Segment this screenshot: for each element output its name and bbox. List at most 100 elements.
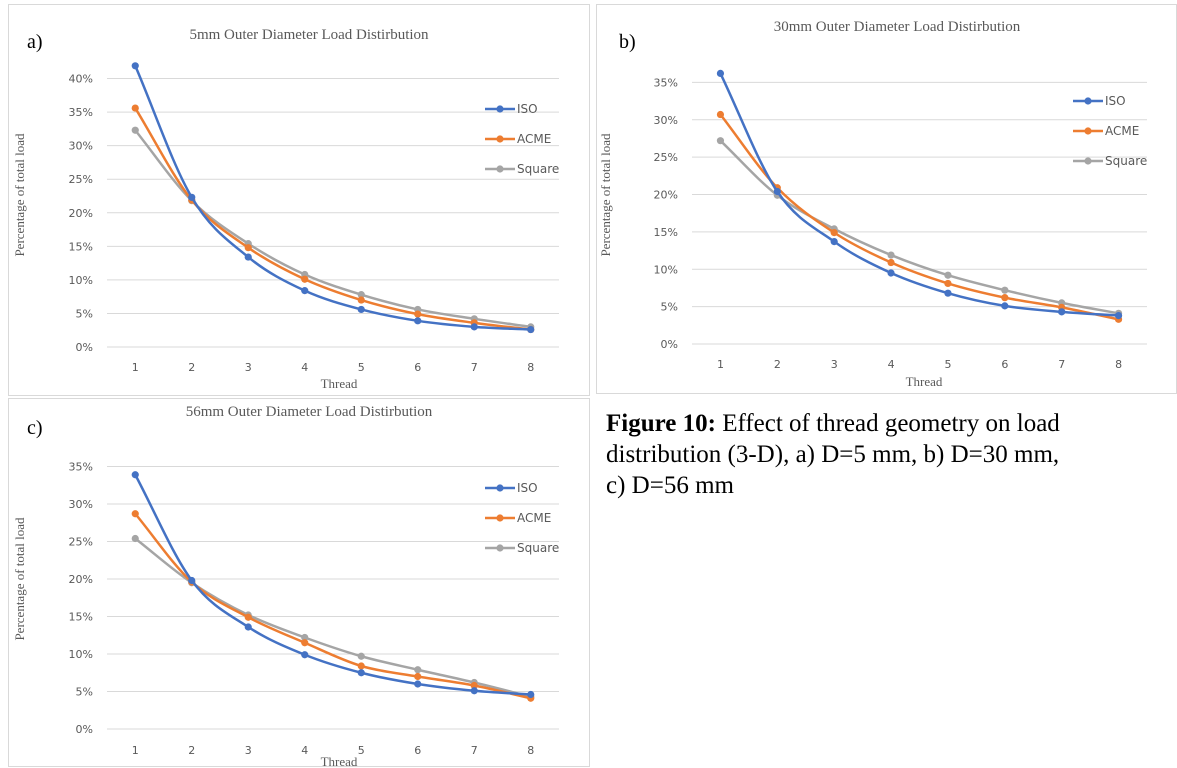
- y-tick-label-a: 0%: [76, 341, 93, 354]
- data-point-iso-c: [357, 669, 365, 677]
- data-point-acme-b: [830, 229, 838, 237]
- y-tick-label-c: 20%: [69, 573, 93, 586]
- y-tick-label-a: 15%: [69, 240, 93, 253]
- y-tick-label-a: 40%: [69, 73, 93, 86]
- data-point-iso-b: [773, 187, 781, 196]
- chart-title-b: 30mm Outer Diameter Load Distirbution: [774, 19, 1021, 35]
- data-point-square-c: [414, 666, 422, 674]
- data-point-iso-b: [1001, 302, 1009, 310]
- y-tick-label-a: 20%: [69, 207, 93, 220]
- series-line-square-c: [134, 537, 532, 698]
- y-tick-label-c: 30%: [69, 498, 93, 511]
- y-tick-label-c: 10%: [69, 648, 93, 661]
- y-axis-label-b: Percentage of total load: [598, 133, 613, 257]
- series-line-iso-c: [134, 474, 531, 696]
- chart-panel-c: c) 0% 5% 10% 15% 20% 25% 30% 35% 1 2 3 4 5 6 7 8 56mm Ou…: [8, 398, 590, 768]
- data-point-square-a: [357, 291, 365, 299]
- data-point-iso-a: [527, 325, 535, 334]
- x-tick-label-c: 1: [132, 744, 139, 757]
- data-point-iso-a: [301, 287, 309, 295]
- caption-line-2: distribution (3-D), a) D=5 mm, b) D=30 m…: [606, 441, 1060, 468]
- legend-marker-square-c: [496, 544, 504, 552]
- legend-marker-iso-b: [1084, 97, 1092, 105]
- legend-marker-acme-b: [1084, 127, 1092, 135]
- data-point-iso-c: [527, 690, 535, 699]
- y-tick-label-b: 20%: [654, 189, 678, 202]
- data-point-square-c: [131, 534, 139, 543]
- data-point-acme-a: [357, 296, 365, 304]
- y-tick-label-c: 35%: [69, 461, 93, 474]
- chart-title-a: 5mm Outer Diameter Load Distirbution: [189, 27, 429, 43]
- x-tick-label-c: 6: [414, 744, 421, 757]
- panel-label-a: a): [27, 31, 43, 53]
- data-point-acme-c: [131, 510, 139, 518]
- x-tick-label-b: 2: [774, 358, 781, 371]
- data-point-square-b: [887, 251, 895, 259]
- series-line-acme-a: [134, 107, 531, 331]
- data-point-iso-a: [188, 193, 196, 201]
- data-point-iso-c: [244, 623, 252, 631]
- x-tick-label-b: 8: [1115, 358, 1122, 371]
- data-point-iso-a: [244, 253, 252, 261]
- x-tick-label-c: 8: [527, 744, 534, 757]
- chart-a-svg: 0% 5% 10% 15% 20% 25% 30% 35% 40% 1 2 3 4 5 6 7 8 5mm Out…: [12, 27, 559, 391]
- caption-line-3: c) D=56 mm: [606, 472, 734, 499]
- x-tick-label-a: 2: [188, 361, 195, 374]
- data-point-acme-c: [301, 639, 309, 647]
- figure-caption: Figure 10: Effect of thread geometry on …: [606, 408, 1177, 508]
- legend-marker-square-b: [1084, 157, 1092, 165]
- data-point-square-b: [1001, 286, 1009, 294]
- x-tick-label-b: 1: [717, 358, 724, 371]
- y-tick-label-a: 30%: [69, 140, 93, 153]
- y-tick-label-a: 35%: [69, 106, 93, 119]
- legend-marker-square-a: [496, 165, 504, 173]
- y-tick-label-b: 10%: [654, 263, 678, 276]
- x-axis-label-a: Thread: [321, 376, 358, 391]
- data-point-iso-c: [301, 651, 309, 659]
- caption-line-1: Effect of thread geometry on load: [715, 410, 1060, 437]
- data-point-square-b: [716, 137, 725, 145]
- series-line-square-b: [719, 139, 1119, 315]
- data-point-acme-c: [244, 613, 252, 621]
- data-point-acme-c: [357, 662, 365, 670]
- legend-label-square-b: Square: [1105, 154, 1147, 168]
- x-tick-label-b: 3: [831, 358, 838, 371]
- x-tick-label-c: 2: [188, 744, 195, 757]
- y-tick-label-a: 25%: [69, 173, 93, 186]
- x-tick-label-b: 7: [1058, 358, 1065, 371]
- legend-marker-iso-c: [496, 484, 504, 492]
- legend-label-iso-c: ISO: [517, 481, 538, 495]
- x-tick-label-c: 3: [245, 744, 252, 757]
- data-point-acme-a: [301, 275, 309, 283]
- legend-marker-iso-a: [496, 105, 504, 113]
- panel-label-c: c): [27, 417, 43, 439]
- chart-b-svg: 0% 5% 10% 15% 20% 25% 30% 35% 1 2 3 4 5 6 7 8 30mm Outer…: [598, 19, 1147, 389]
- y-tick-label-c: 5%: [76, 686, 93, 699]
- data-point-acme-a: [244, 244, 252, 252]
- data-point-iso-b: [1114, 311, 1123, 320]
- chart-panel-b: b) 0% 5% 10% 15% 20% 25% 30% 35% 1 2 3 4 5 6 7 8 30mm Ou…: [596, 4, 1177, 394]
- data-point-acme-a: [414, 310, 422, 318]
- y-tick-label-b: 35%: [654, 76, 678, 89]
- data-point-iso-c: [414, 680, 422, 688]
- x-tick-label-a: 6: [414, 361, 421, 374]
- y-tick-label-a: 5%: [76, 307, 93, 320]
- x-tick-label-c: 5: [358, 744, 365, 757]
- y-tick-label-b: 25%: [654, 151, 678, 164]
- data-point-acme-c: [414, 672, 422, 681]
- data-point-iso-a: [357, 305, 365, 314]
- data-point-acme-b: [944, 279, 952, 288]
- data-point-acme-a: [131, 104, 139, 112]
- data-point-square-c: [357, 652, 365, 660]
- y-tick-label-c: 15%: [69, 611, 93, 624]
- data-point-iso-a: [414, 317, 422, 325]
- y-tick-label-b: 5%: [661, 301, 678, 314]
- y-tick-label-c: 25%: [69, 536, 93, 549]
- y-tick-label-b: 0%: [661, 338, 678, 351]
- x-tick-label-a: 7: [471, 361, 478, 374]
- legend-marker-acme-c: [496, 514, 504, 522]
- caption-label: Figure 10:: [606, 410, 716, 437]
- legend-label-square-a: Square: [517, 162, 559, 176]
- data-point-square-c: [301, 633, 309, 642]
- x-tick-label-c: 4: [301, 744, 308, 757]
